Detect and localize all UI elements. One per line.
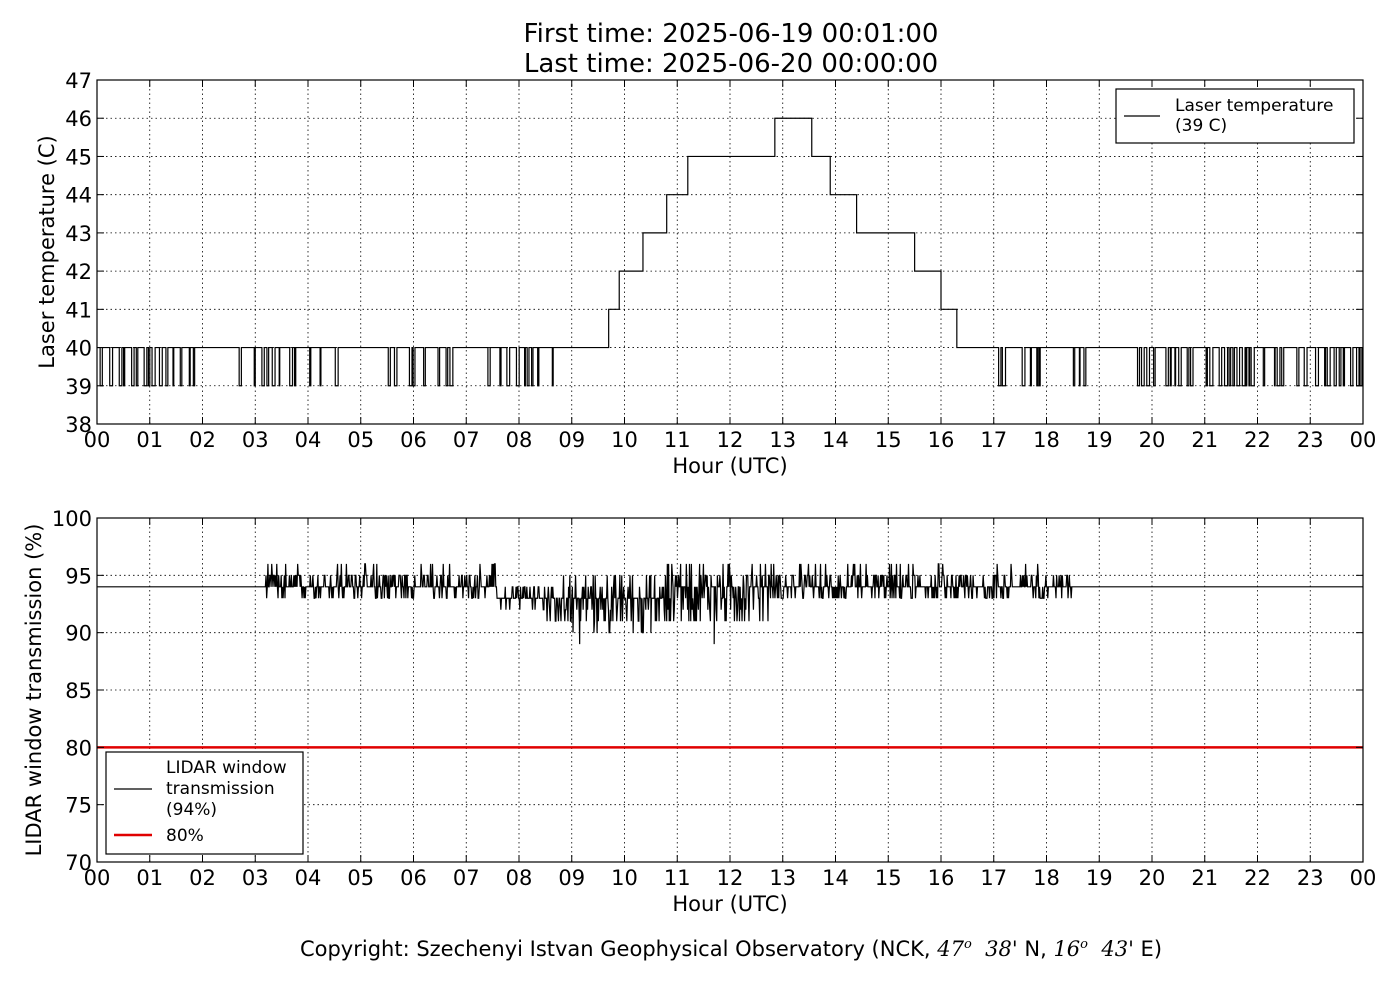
x-tick-label: 15 [875,428,902,452]
x-tick-label: 13 [769,428,796,452]
x-axis-label: Hour (UTC) [672,454,787,478]
y-axis-label: LIDAR window transmission (%) [22,524,46,857]
x-tick-label: 07 [453,428,480,452]
x-tick-label: 06 [400,866,427,890]
y-tick-label: 40 [65,337,92,361]
x-tick-label: 16 [928,428,955,452]
legend: Laser temperature (39 C) [1115,88,1355,144]
x-tick-label: 08 [506,866,533,890]
x-tick-label: 05 [347,428,374,452]
x-tick-label: 14 [822,866,849,890]
x-tick-label: 18 [1033,428,1060,452]
y-tick-label: 43 [65,222,92,246]
y-tick-label: 45 [65,145,92,169]
x-axis-label: Hour (UTC) [672,892,787,916]
x-tick-label: 11 [664,428,691,452]
y-tick-label: 85 [65,679,92,703]
longitude-degree-symbol: o [1080,937,1088,952]
y-tick-label: 46 [65,107,92,131]
y-tick-label: 47 [65,69,92,93]
x-tick-label: 20 [1139,866,1166,890]
x-tick-label: 00 [1350,428,1377,452]
x-tick-label: 01 [136,428,163,452]
x-tick-label: 04 [295,428,322,452]
x-tick-label: 10 [611,428,638,452]
longitude-degrees: 16 [1053,937,1081,961]
x-tick-label: 00 [84,866,111,890]
x-tick-label: 06 [400,428,427,452]
x-tick-label: 13 [769,866,796,890]
x-tick-label: 12 [717,428,744,452]
legend: LIDAR window transmission (94%) 80% [105,751,304,855]
x-tick-label: 10 [611,866,638,890]
y-tick-label: 80 [65,736,92,760]
x-tick-label: 16 [928,866,955,890]
x-tick-label: 04 [295,866,322,890]
x-tick-label: 02 [189,428,216,452]
copyright-text: Copyright: Szechenyi Istvan Geophysical … [299,937,938,961]
x-tick-label: 23 [1297,866,1324,890]
y-tick-label: 38 [65,413,92,437]
x-tick-label: 11 [664,866,691,890]
x-tick-label: 02 [189,866,216,890]
x-tick-label: 00 [84,428,111,452]
latitude-hemisphere: N, [1024,937,1047,961]
chart-title-first-time: First time: 2025-06-19 00:01:00 [523,19,939,49]
x-tick-label: 09 [558,866,585,890]
latitude-degree-symbol: o [963,937,972,952]
x-tick-label: 12 [717,866,744,890]
lidar-transmission-line [97,563,1363,645]
latitude-degrees: 47 [937,937,964,961]
x-tick-label: 22 [1244,866,1271,890]
y-tick-label: 44 [65,184,92,208]
x-tick-label: 00 [1350,866,1377,890]
y-tick-label: 90 [65,622,92,646]
x-tick-label: 01 [136,866,163,890]
x-tick-label: 21 [1191,866,1218,890]
x-tick-label: 09 [558,428,585,452]
lidar-transmission-plot: 00 01 02 03 04 05 06 07 08 09 10 11 12 13 14 15 16 17 18 19… [22,507,1376,916]
x-tick-label: 23 [1297,428,1324,452]
latitude-minutes: 38' [985,937,1018,961]
y-tick-label: 75 [65,794,92,818]
y-tick-label: 70 [65,851,92,875]
y-tick-label: 39 [65,375,92,399]
laser-temperature-plot: 00 01 02 03 04 05 06 07 08 09 10 11 12 13 14 15 16 17 18 19… [35,69,1376,478]
laser-temperature-line [97,117,1363,387]
legend-label: LIDAR window transmission (94%) [166,758,287,820]
x-tick-label: 22 [1244,428,1271,452]
x-tick-label: 18 [1033,866,1060,890]
x-tick-label: 07 [453,866,480,890]
y-axis-label: Laser temperature (C) [35,135,59,368]
x-tick-label: 03 [242,428,269,452]
y-tick-label: 41 [65,298,92,322]
x-tick-label: 19 [1086,866,1113,890]
longitude-minutes: 43' [1101,937,1134,961]
x-tick-label: 17 [980,428,1007,452]
copyright-footer: Copyright: Szechenyi Istvan Geophysical … [0,937,1400,961]
x-tick-label: 15 [875,866,902,890]
x-tick-label: 14 [822,428,849,452]
x-tick-label: 08 [506,428,533,452]
x-tick-label: 21 [1191,428,1218,452]
longitude-hemisphere: E) [1140,937,1163,961]
x-tick-label: 20 [1139,428,1166,452]
x-tick-label: 05 [347,866,374,890]
y-tick-label: 95 [65,564,92,588]
legend-label-threshold: 80% [166,826,204,846]
legend-label: Laser temperature (39 C) [1175,96,1333,136]
legend-box [105,751,304,855]
y-tick-label: 42 [65,260,92,284]
chart-title-last-time: Last time: 2025-06-20 00:00:00 [523,49,939,79]
x-tick-label: 17 [980,866,1007,890]
x-tick-label: 19 [1086,428,1113,452]
x-tick-label: 03 [242,866,269,890]
y-tick-label: 100 [52,507,92,531]
